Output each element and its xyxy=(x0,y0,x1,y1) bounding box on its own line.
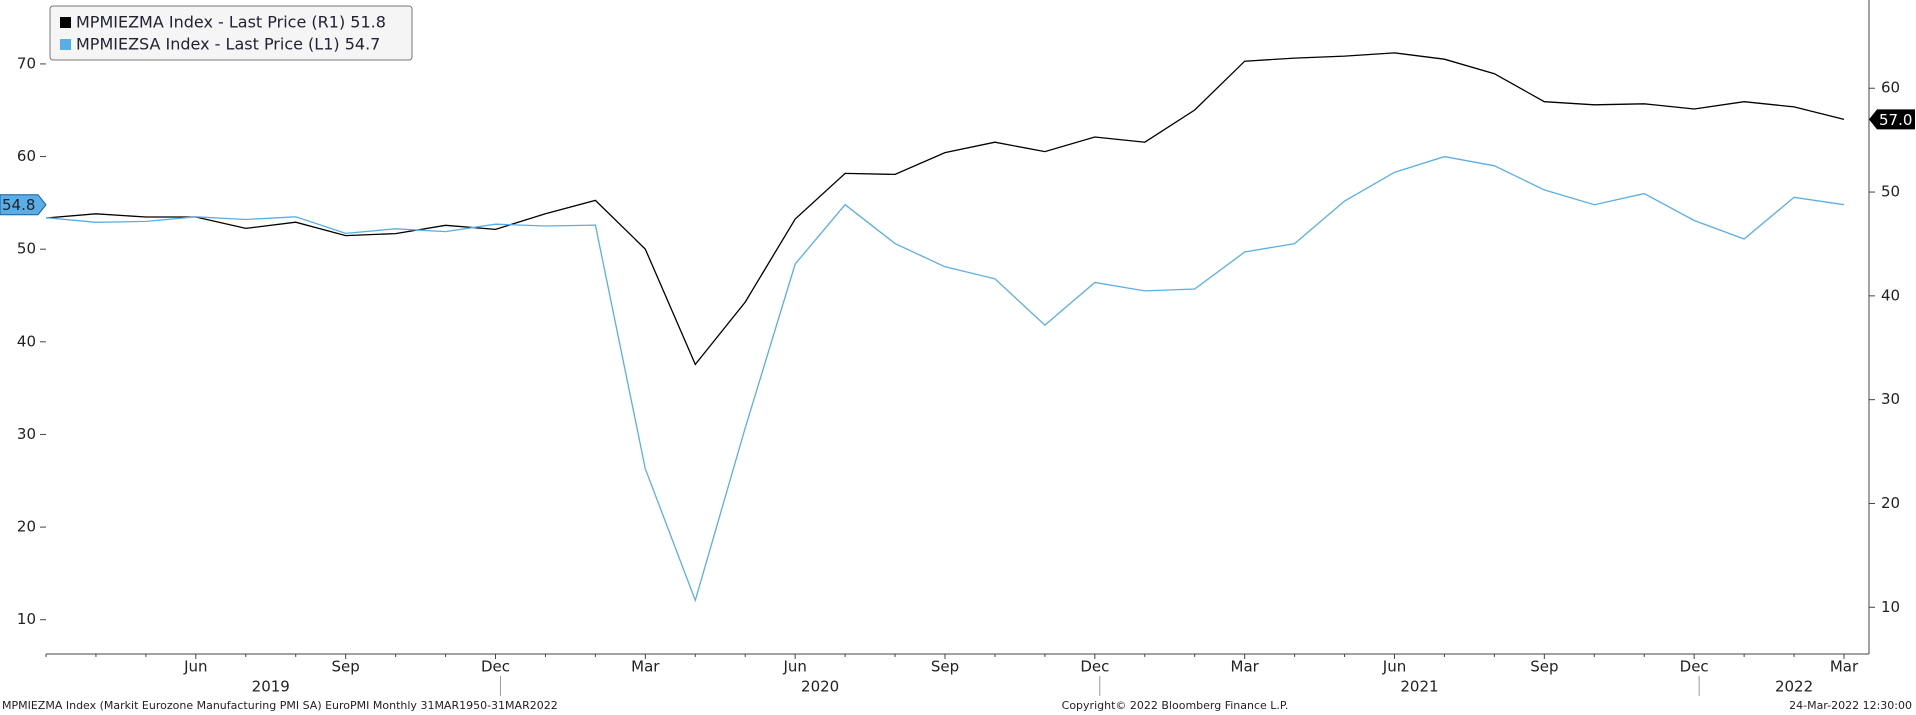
y2-tick-label: 60 xyxy=(1881,79,1900,97)
x-tick-label: Sep xyxy=(332,658,360,676)
year-label: 2019 xyxy=(252,678,290,696)
x-tick-label: Sep xyxy=(1530,658,1558,676)
x-tick-label: Sep xyxy=(931,658,959,676)
x-tick-label: Jun xyxy=(782,658,806,676)
x-tick-label: Dec xyxy=(1680,658,1709,676)
x-tick-label: Dec xyxy=(1080,658,1109,676)
footer-center: Copyright© 2022 Bloomberg Finance L.P. xyxy=(1062,699,1289,712)
y2-tick-label: 30 xyxy=(1881,390,1900,408)
year-label: 2020 xyxy=(801,678,839,696)
y2-tick-label: 20 xyxy=(1881,494,1900,512)
x-tick-label: Jun xyxy=(1382,658,1406,676)
legend-swatch xyxy=(60,39,71,50)
tag-shape xyxy=(1869,109,1915,130)
footer-right: 24-Mar-2022 12:30:00 xyxy=(1789,699,1912,712)
tag-shape xyxy=(0,194,47,216)
legend-label: MPMIEZMA Index - Last Price (R1) 51.8 xyxy=(76,13,386,32)
year-label: 2021 xyxy=(1400,678,1438,696)
y-tick-label: 40 xyxy=(17,332,36,350)
y-tick-label: 10 xyxy=(17,610,36,628)
y2-tick-label: 10 xyxy=(1881,598,1900,616)
y2-tick-label: 40 xyxy=(1881,286,1900,304)
last-value-tag: 54.8 xyxy=(0,194,47,216)
legend-label: MPMIEZSA Index - Last Price (L1) 54.7 xyxy=(76,35,380,54)
x-tick-label: Mar xyxy=(1231,658,1260,676)
tag-label: 54.8 xyxy=(2,196,35,214)
y-tick-label: 50 xyxy=(17,240,36,258)
y-tick-label: 20 xyxy=(17,518,36,536)
legend-box xyxy=(49,5,413,61)
x-tick-label: Mar xyxy=(1830,658,1859,676)
y-tick-label: 70 xyxy=(17,54,36,72)
y2-tick-label: 50 xyxy=(1881,183,1900,201)
footer-left: MPMIEZMA Index (Markit Eurozone Manufact… xyxy=(2,699,558,712)
legend-swatch xyxy=(60,17,71,28)
x-tick-label: Jun xyxy=(183,658,207,676)
tag-label: 57.0 xyxy=(1879,111,1912,129)
series-line xyxy=(45,52,1845,366)
y-tick-label: 30 xyxy=(17,425,36,443)
y-tick-label: 60 xyxy=(17,147,36,165)
series-line xyxy=(45,155,1845,603)
last-value-tag: 57.0 xyxy=(1869,109,1915,130)
year-label: 2022 xyxy=(1775,678,1813,696)
x-tick-label: Mar xyxy=(631,658,660,676)
x-tick-label: Dec xyxy=(481,658,510,676)
